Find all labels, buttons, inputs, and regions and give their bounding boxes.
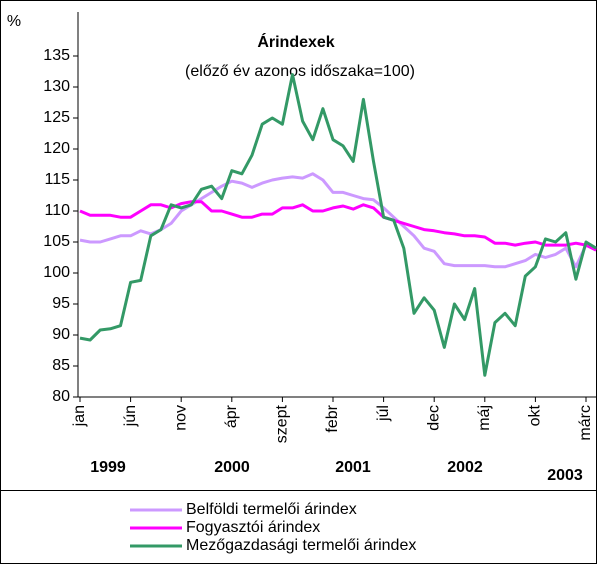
y-tick-label: 95 (52, 295, 70, 312)
year-label: 2000 (214, 459, 250, 476)
y-tick-label: 135 (43, 47, 70, 64)
y-tick-label: 120 (43, 140, 70, 157)
x-tick-label: okt (527, 404, 544, 426)
x-tick-label: jún (122, 405, 139, 427)
x-tick-label: nov (172, 405, 189, 431)
legend-label: Belföldi termelői árindex (186, 501, 357, 518)
y-axis-label: % (7, 13, 21, 30)
x-tick-label: szept (274, 404, 291, 443)
y-tick-label: 110 (44, 202, 70, 219)
y-tick-label: 80 (52, 388, 70, 405)
legend-label: Mezőgazdasági termelői árindex (186, 537, 416, 554)
y-tick-label: 130 (43, 78, 70, 95)
y-tick-label: 105 (43, 233, 70, 250)
y-tick-label: 100 (43, 264, 70, 281)
chart-title: Árindexek (257, 32, 334, 51)
x-tick-label: febr (324, 404, 341, 432)
year-label: 2003 (547, 467, 583, 484)
series-line (79, 73, 597, 377)
year-label: 2001 (335, 459, 371, 476)
y-tick-label: 85 (52, 357, 70, 374)
y-tick-label: 115 (44, 171, 70, 188)
series-line (79, 172, 597, 269)
y-tick-label: 90 (52, 326, 70, 343)
x-tick-label: dec (425, 405, 442, 431)
year-label: 2002 (447, 459, 483, 476)
x-tick-label: márc (577, 405, 594, 441)
year-label: 1999 (90, 459, 126, 476)
x-tick-label: ápr (223, 404, 240, 428)
series-line (79, 200, 597, 252)
x-tick-label: máj (476, 405, 493, 431)
x-tick-label: jan (71, 405, 88, 427)
y-tick-label: 125 (43, 109, 70, 126)
chart-subtitle: (előző év azonos időszaka=100) (185, 63, 415, 80)
legend-label: Fogyasztói árindex (186, 519, 320, 536)
x-tick-label: júl (375, 405, 392, 422)
